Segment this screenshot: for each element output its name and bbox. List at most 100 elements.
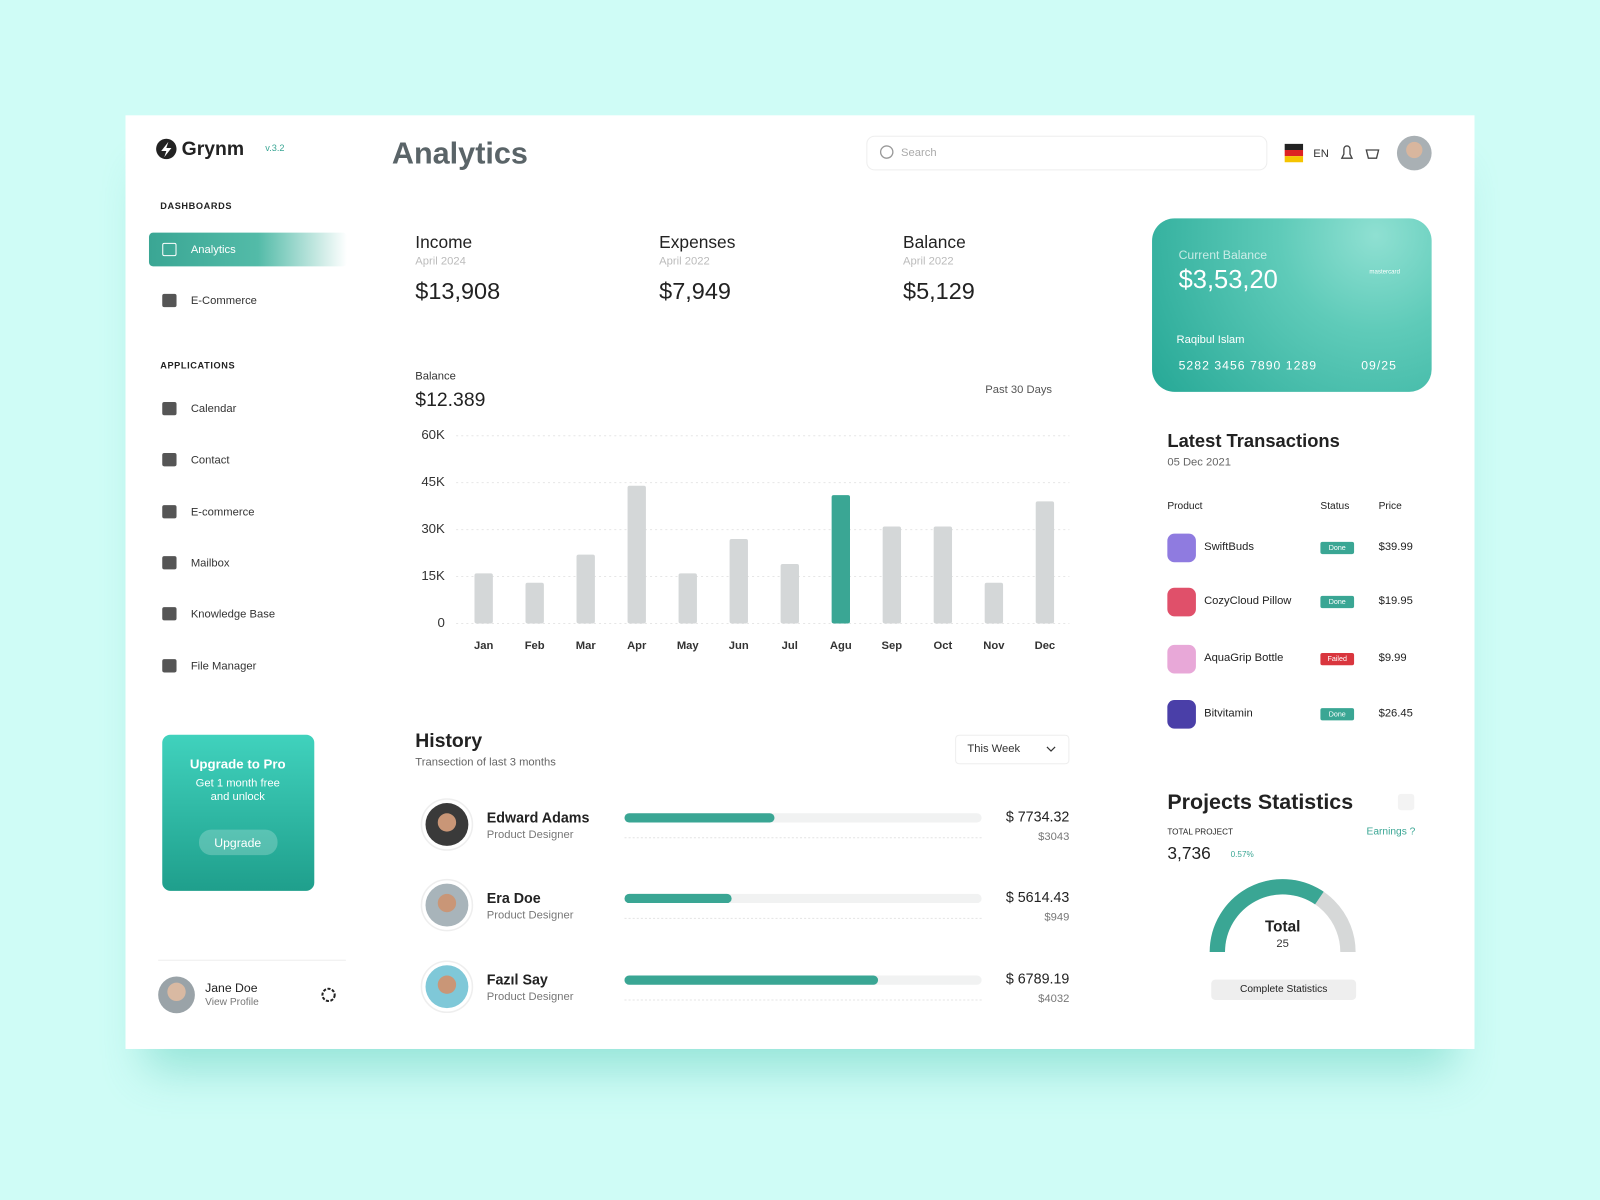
column-header: Status bbox=[1320, 501, 1350, 513]
promo-title: Upgrade to Pro bbox=[189, 756, 286, 772]
nav-item[interactable]: Knowledge Base bbox=[190, 608, 276, 621]
balance-card bbox=[1152, 218, 1432, 392]
bar bbox=[933, 526, 953, 624]
nav-icon bbox=[162, 453, 177, 467]
stat-value: $13,908 bbox=[415, 277, 501, 305]
filter-label[interactable]: This Week bbox=[967, 742, 1021, 756]
chart-total: $12.389 bbox=[415, 389, 486, 412]
nav-active-bg bbox=[148, 232, 347, 267]
person-role: Product Designer bbox=[486, 909, 574, 922]
y-tick-label: 45K bbox=[421, 474, 445, 489]
x-tick-label: Jan bbox=[474, 640, 493, 652]
user-avatar-face bbox=[167, 982, 186, 1002]
promo-button[interactable] bbox=[198, 829, 278, 856]
nav-icon bbox=[162, 242, 177, 257]
bar bbox=[729, 538, 748, 624]
transactions-title: Latest Transactions bbox=[1167, 430, 1340, 452]
card-brand: mastercard bbox=[1369, 269, 1401, 276]
price: $19.95 bbox=[1378, 594, 1413, 608]
chevron bbox=[1046, 746, 1056, 752]
nav-icon bbox=[162, 659, 177, 673]
bar bbox=[882, 526, 902, 624]
gauge-label: Total bbox=[1264, 918, 1301, 936]
promo-button-label[interactable]: Upgrade bbox=[214, 835, 262, 850]
nav-item[interactable]: Analytics bbox=[190, 243, 236, 257]
nav-icon bbox=[162, 607, 177, 621]
card-label: Current Balance bbox=[1178, 247, 1268, 263]
status-badge bbox=[1320, 653, 1355, 666]
product-icon bbox=[1167, 533, 1196, 563]
total-label: TOTAL PROJECT bbox=[1167, 827, 1233, 837]
x-tick-label: Dec bbox=[1035, 640, 1056, 652]
bar bbox=[1035, 501, 1055, 624]
stats-button[interactable] bbox=[1211, 979, 1357, 1000]
product-name: SwiftBuds bbox=[1204, 540, 1255, 554]
product-icon bbox=[1167, 699, 1196, 729]
nav-section-title: APPLICATIONS bbox=[160, 360, 236, 371]
amount: $ 6789.19 bbox=[1005, 970, 1070, 987]
nav-item[interactable]: Contact bbox=[190, 454, 230, 467]
progress-fill bbox=[624, 975, 879, 985]
nav-section-title: DASHBOARDS bbox=[160, 201, 233, 212]
filter-select[interactable] bbox=[955, 734, 1070, 765]
stat-label: Expenses bbox=[659, 232, 736, 253]
column-header: Price bbox=[1378, 501, 1402, 513]
version: v.3.2 bbox=[265, 142, 285, 154]
x-tick-label: Nov bbox=[983, 640, 1005, 652]
nav-item[interactable]: E-commerce bbox=[190, 506, 255, 519]
amount-sub: $4032 bbox=[1038, 992, 1070, 1006]
language[interactable]: EN bbox=[1313, 147, 1329, 161]
promo-text: Get 1 month free and unlock bbox=[195, 777, 280, 804]
total-value: 3,736 bbox=[1167, 843, 1211, 864]
x-tick-label: Mar bbox=[576, 640, 597, 652]
gauge-fill bbox=[1209, 879, 1324, 953]
status-text: Done bbox=[1328, 710, 1346, 718]
card-expiry: 09/25 bbox=[1361, 358, 1397, 373]
amount-sub: $3043 bbox=[1038, 830, 1070, 843]
x-tick-label: Feb bbox=[525, 640, 545, 652]
avatar-face bbox=[437, 893, 457, 913]
nav-item[interactable]: E-Commerce bbox=[190, 294, 257, 308]
progress-fill bbox=[624, 813, 775, 823]
amount: $ 7734.32 bbox=[1005, 808, 1070, 825]
header-avatar-face bbox=[1406, 141, 1423, 159]
product-icon bbox=[1167, 587, 1196, 617]
bar bbox=[474, 573, 493, 624]
bar bbox=[780, 564, 799, 624]
bar bbox=[831, 495, 850, 624]
history-title: History bbox=[415, 730, 483, 753]
flag-red bbox=[1284, 149, 1304, 157]
nav-icon bbox=[162, 505, 177, 519]
stats-button-label[interactable]: Complete Statistics bbox=[1240, 983, 1328, 995]
product-name: CozyCloud Pillow bbox=[1204, 594, 1292, 608]
brand-bolt bbox=[161, 141, 172, 158]
x-tick-label: Apr bbox=[627, 640, 647, 652]
earnings-link[interactable]: Earnings ? bbox=[1366, 826, 1416, 838]
progress-fill bbox=[624, 893, 732, 904]
user-link[interactable]: View Profile bbox=[205, 996, 259, 1009]
search-placeholder[interactable]: Search bbox=[901, 146, 937, 160]
status-text: Done bbox=[1328, 544, 1346, 552]
bar bbox=[984, 582, 1004, 624]
basket-icon bbox=[1365, 149, 1380, 159]
chart-range[interactable]: Past 30 Days bbox=[985, 383, 1053, 396]
search-box[interactable] bbox=[866, 135, 1268, 171]
status-badge bbox=[1320, 541, 1355, 555]
stat-value: $5,129 bbox=[903, 277, 975, 305]
nav-item[interactable]: Calendar bbox=[190, 403, 237, 416]
stat-period: April 2024 bbox=[415, 255, 466, 268]
nav-item[interactable]: File Manager bbox=[190, 660, 257, 673]
stat-period: April 2022 bbox=[659, 255, 710, 268]
person-name: Era Doe bbox=[486, 889, 541, 907]
column-header: Product bbox=[1167, 501, 1203, 513]
x-tick-label: May bbox=[677, 640, 700, 652]
search-icon bbox=[879, 145, 894, 159]
stat-value: $7,949 bbox=[659, 277, 731, 305]
nav-item[interactable]: Mailbox bbox=[190, 557, 230, 570]
amount-sub: $949 bbox=[1044, 911, 1070, 924]
kebab-button[interactable] bbox=[1397, 793, 1415, 811]
price: $39.99 bbox=[1378, 540, 1413, 554]
